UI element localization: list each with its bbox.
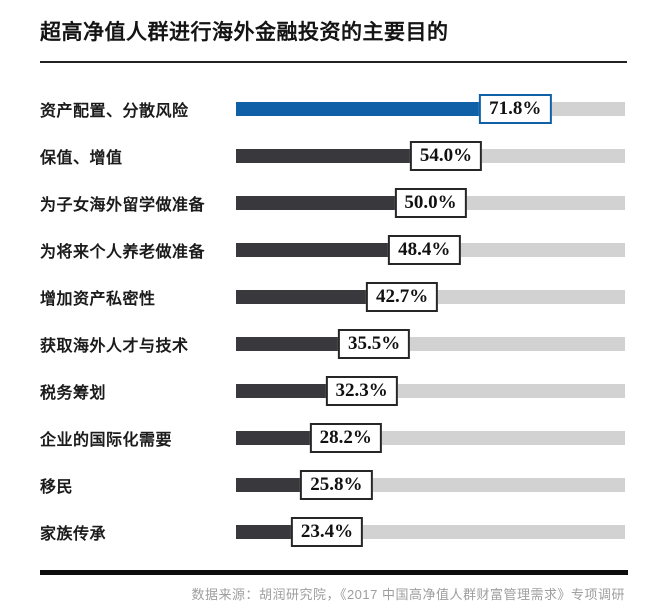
value-label: 71.8% (489, 97, 542, 119)
value-badge: 23.4% (290, 516, 364, 547)
value-label: 35.5% (347, 332, 401, 354)
value-label: 25.8% (310, 473, 363, 495)
value-badge: 25.8% (300, 469, 373, 500)
value-label: 42.7% (375, 285, 429, 307)
bar-row: 获取海外人才与技术 35.5% (40, 320, 625, 367)
bar-area: 54.0% (236, 132, 625, 179)
bar-area: 71.8% (236, 85, 625, 132)
value-badge: 50.0% (394, 187, 467, 218)
value-badge: 28.2% (309, 422, 382, 453)
footer-divider (40, 570, 628, 576)
bar-rows: 资产配置、分散风险 71.8% 保值、增值 54.0% 为子女海外留学做准备 5… (40, 85, 625, 555)
bar-row: 税务筹划 32.3% (40, 367, 625, 414)
value-label: 23.4% (300, 520, 354, 542)
title-divider (40, 61, 627, 64)
bar-area: 35.5% (236, 320, 625, 367)
bar-fill (236, 101, 516, 116)
value-label: 48.4% (398, 238, 451, 260)
bar-area: 28.2% (236, 414, 625, 461)
category-label: 企业的国际化需要 (40, 431, 173, 449)
value-badge: 54.0% (409, 140, 483, 171)
value-badge: 32.3% (325, 375, 398, 406)
category-label: 为将来个人养老做准备 (40, 243, 206, 261)
category-label: 税务筹划 (40, 384, 107, 402)
bar-area: 32.3% (236, 367, 625, 414)
category-label: 家族传承 (40, 525, 107, 543)
value-label: 50.0% (404, 191, 457, 213)
bar-area: 25.8% (236, 461, 625, 508)
category-label: 增加资产私密性 (40, 290, 156, 308)
category-label: 获取海外人才与技术 (40, 337, 189, 355)
value-badge: 71.8% (479, 93, 552, 124)
value-badge: 35.5% (337, 328, 411, 359)
value-label: 54.0% (419, 144, 473, 166)
value-badge: 42.7% (365, 281, 439, 312)
bar-fill (236, 148, 447, 163)
value-label: 28.2% (319, 426, 372, 448)
bar-area: 23.4% (236, 508, 625, 555)
bar-row: 企业的国际化需要 28.2% (40, 414, 625, 461)
bar-row: 增加资产私密性 42.7% (40, 273, 625, 320)
category-label: 资产配置、分散风险 (40, 102, 189, 120)
source-note: 数据来源：胡润研究院，《2017 中国高净值人群财富管理需求》专项调研 (191, 587, 625, 603)
category-label: 移民 (40, 478, 74, 496)
bar-area: 48.4% (236, 226, 625, 273)
bar-row: 为将来个人养老做准备 48.4% (40, 226, 625, 273)
value-badge: 48.4% (388, 234, 461, 265)
bar-row: 家族传承 23.4% (40, 508, 625, 555)
bar-fill (236, 242, 425, 257)
bar-row: 为子女海外留学做准备 50.0% (40, 179, 625, 226)
page-title: 超高净值人群进行海外金融投资的主要目的 (40, 21, 449, 44)
bar-area: 50.0% (236, 179, 625, 226)
category-label: 为子女海外留学做准备 (40, 196, 206, 214)
bar-fill (236, 195, 431, 210)
bar-area: 42.7% (236, 273, 625, 320)
bar-fill (236, 289, 403, 304)
bar-row: 移民 25.8% (40, 461, 625, 508)
value-label: 32.3% (335, 379, 388, 401)
category-label: 保值、增值 (40, 149, 123, 167)
bar-row: 资产配置、分散风险 71.8% (40, 85, 625, 132)
infographic-page: 超高净值人群进行海外金融投资的主要目的 资产配置、分散风险 71.8% 保值、增… (40, 21, 628, 603)
bar-row: 保值、增值 54.0% (40, 132, 625, 179)
